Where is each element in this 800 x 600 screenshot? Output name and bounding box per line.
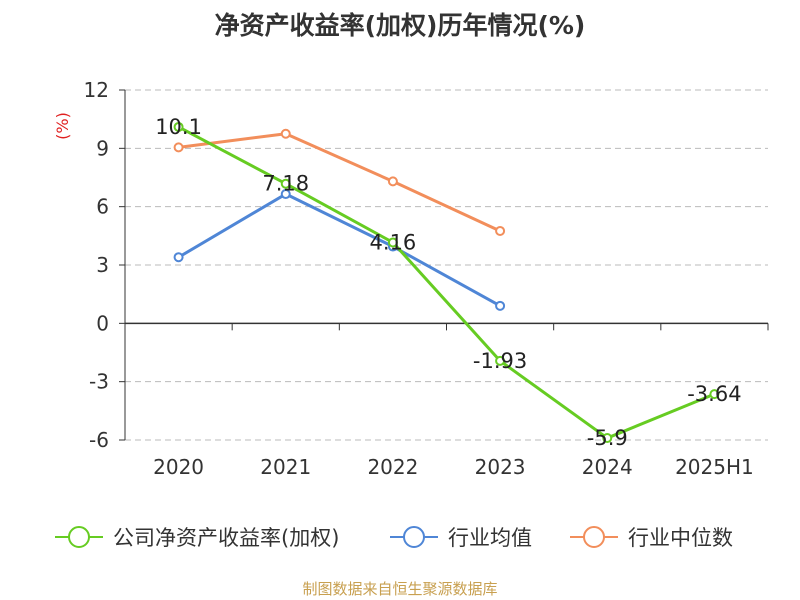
- axes: -6 -3 0 3 6 9 12 2020 2021 2022 2023 2024 2025H1 (%): [53, 78, 769, 479]
- series-layer: [173, 121, 720, 444]
- series-line: [177, 125, 715, 440]
- legend: 公司净资产收益率(加权) 行业均值 行业中位数: [55, 526, 733, 550]
- y-tick-label: 3: [96, 253, 109, 277]
- source-note: 制图数据来自恒生聚源数据库: [302, 580, 498, 598]
- data-label: -5.9: [587, 426, 628, 450]
- legend-marker: [583, 526, 605, 548]
- series-line: [178, 132, 501, 233]
- x-tick-label: 2022: [367, 455, 418, 479]
- y-axis-unit: (%): [53, 112, 72, 140]
- y-tick-label: 6: [96, 195, 109, 219]
- data-point: [280, 189, 291, 200]
- data-label: 10.1: [155, 115, 202, 139]
- data-point: [173, 121, 184, 132]
- y-tick-label: -6: [89, 428, 109, 452]
- data-point: [495, 355, 506, 366]
- legend-marker: [68, 526, 90, 548]
- data-point: [173, 252, 184, 263]
- data-point: [387, 176, 398, 187]
- y-tick-label: -3: [89, 370, 109, 394]
- legend-label: 公司净资产收益率(加权): [113, 526, 339, 550]
- x-tick-label: 2023: [475, 455, 526, 479]
- y-tick-label: 12: [84, 78, 109, 102]
- y-tick-label: 9: [96, 136, 109, 160]
- data-label: 7.18: [262, 172, 309, 196]
- chart-title: 净资产收益率(加权)历年情况(%): [214, 11, 586, 40]
- series-line: [177, 192, 501, 308]
- data-label: -3.64: [687, 382, 741, 406]
- x-tick-label: 2020: [153, 455, 204, 479]
- data-point: [495, 300, 506, 311]
- data-point: [173, 142, 184, 153]
- x-tick-label: 2021: [260, 455, 311, 479]
- data-point: [280, 128, 291, 139]
- data-point: [495, 225, 506, 236]
- data-label: -1.93: [473, 349, 527, 373]
- data-point: [387, 237, 398, 248]
- legend-label: 行业均值: [448, 526, 532, 550]
- data-point: [709, 389, 720, 400]
- y-tick-label: 0: [96, 311, 109, 335]
- legend-label: 行业中位数: [628, 526, 733, 550]
- x-tick-label: 2024: [582, 455, 633, 479]
- data-point: [602, 433, 613, 444]
- x-tick-label: 2025H1: [675, 455, 754, 479]
- legend-marker: [403, 526, 425, 548]
- data-label: 4.16: [370, 230, 417, 254]
- data-labels: 10.1 7.18 4.16 -1.93 -5.9 -3.64: [155, 115, 741, 450]
- data-point: [280, 178, 291, 189]
